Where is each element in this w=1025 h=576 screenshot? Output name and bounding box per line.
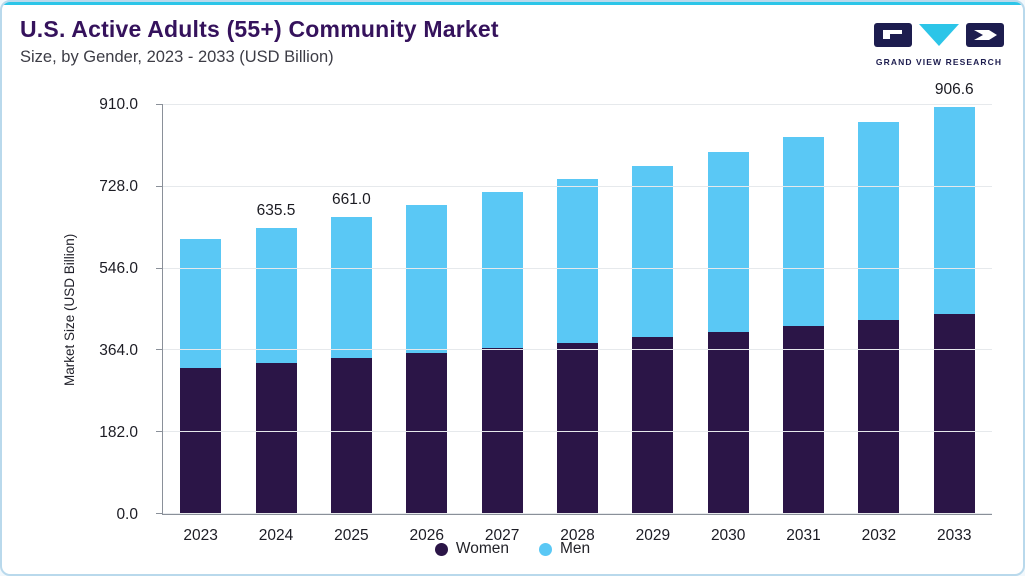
- bar-column-2025: 661.0 2025: [330, 105, 372, 544]
- men-bar-segment-2023: [180, 239, 222, 369]
- page-title: U.S. Active Adults (55+) Community Marke…: [20, 16, 499, 42]
- women-bar-segment-2029: [632, 337, 674, 514]
- gridline-0.0: [156, 513, 992, 514]
- women-legend-dot-icon: [434, 542, 448, 556]
- grand-view-research-logo: GRAND VIEW RESEARCH: [873, 22, 1005, 67]
- y-tick-label-0.0: 0.0: [116, 506, 138, 523]
- grand-view-research-logo-icon: [874, 23, 1004, 47]
- women-bar-segment-2031: [783, 325, 825, 514]
- plot-area: 2023 635.5 2024 661.0 2025 2026 2027 2028 2029 20…: [156, 81, 992, 544]
- legend-item-women: Women: [434, 540, 509, 558]
- bar-value-label-2025: 661.0: [331, 190, 371, 208]
- legend-label-women: Women: [455, 540, 509, 557]
- x-tick-label-2023: 2023: [183, 527, 218, 544]
- gridline-910.0: [156, 104, 992, 105]
- x-tick-label-2027: 2027: [484, 527, 520, 544]
- women-bar-segment-2027: [481, 347, 523, 514]
- women-bar-segment-2032: [858, 319, 900, 514]
- gridline-728.0: [156, 185, 992, 187]
- men-bar-segment-2031: [783, 137, 825, 326]
- women-bar-segment-2033: [933, 313, 975, 514]
- bar-column-2023: 2023: [180, 105, 222, 544]
- men-bar-segment-2027: [481, 192, 523, 348]
- legend-label-men: Men: [559, 540, 591, 557]
- bar-column-2030: 2030: [707, 105, 749, 544]
- y-axis-tick-labels: 0.0 182.0 364.0 546.0 728.0 910.0: [2, 96, 152, 523]
- y-tick-label-364.0: 364.0: [99, 342, 138, 359]
- x-tick-label-2030: 2030: [710, 527, 746, 544]
- bar-column-2031: 2031: [783, 105, 825, 544]
- bar-column-2026: 2026: [406, 105, 448, 544]
- women-bar-segment-2025: [330, 357, 372, 514]
- bar-column-2028: 2028: [556, 105, 598, 544]
- x-tick-label-2025: 2025: [334, 527, 369, 544]
- men-bar-segment-2032: [858, 122, 900, 320]
- x-tick-label-2031: 2031: [786, 527, 821, 544]
- grand-view-research-logo-text: GRAND VIEW RESEARCH: [875, 57, 1003, 67]
- x-tick-label-2032: 2032: [861, 527, 897, 544]
- men-bar-segment-2028: [556, 179, 598, 343]
- y-tick-label-182.0: 182.0: [99, 424, 138, 441]
- men-bar-segment-2024: [255, 228, 297, 363]
- bar-series: 2023 635.5 2024 661.0 2025 2026 2027 2028 2029 20…: [163, 81, 992, 544]
- bar-column-2033: 906.6 2033: [933, 81, 975, 544]
- bar-column-2024: 635.5 2024: [255, 105, 297, 544]
- men-bar-segment-2029: [632, 165, 674, 338]
- x-tick-label-2028: 2028: [560, 527, 595, 544]
- bar-value-label-2033: 906.6: [934, 80, 974, 98]
- bar-column-2029: 2029: [632, 105, 674, 544]
- men-bar-segment-2033: [933, 106, 975, 314]
- bar-column-2027: 2027: [481, 105, 523, 544]
- women-bar-segment-2024: [255, 363, 297, 514]
- men-bar-segment-2026: [406, 204, 448, 353]
- bar-value-label-2024: 635.5: [256, 202, 296, 220]
- gridline-182.0: [156, 431, 992, 433]
- chart-header: U.S. Active Adults (55+) Community Marke…: [20, 16, 1005, 67]
- y-tick-label-728.0: 728.0: [99, 178, 138, 195]
- men-bar-segment-2025: [330, 216, 372, 358]
- top-accent-line: [2, 2, 1023, 5]
- bar-column-2032: 2032: [858, 105, 900, 544]
- page-subtitle: Size, by Gender, 2023 - 2033 (USD Billio…: [20, 48, 334, 66]
- x-tick-label-2029: 2029: [635, 527, 671, 544]
- legend-item-men: Men: [538, 540, 591, 558]
- x-tick-label-2026: 2026: [409, 527, 444, 544]
- y-tick-label-546.0: 546.0: [99, 260, 138, 277]
- men-bar-segment-2030: [707, 151, 749, 332]
- women-bar-segment-2023: [180, 368, 222, 514]
- gridline-364.0: [156, 349, 992, 351]
- women-bar-segment-2028: [556, 342, 598, 514]
- women-bar-segment-2030: [707, 331, 749, 514]
- x-tick-label-2024: 2024: [258, 527, 294, 544]
- women-bar-segment-2026: [406, 352, 448, 514]
- y-tick-label-910.0: 910.0: [99, 96, 138, 113]
- gridline-546.0: [156, 267, 992, 269]
- title-block: U.S. Active Adults (55+) Community Marke…: [20, 16, 499, 67]
- men-legend-dot-icon: [538, 542, 552, 556]
- chart-legend: Women Men: [2, 540, 1023, 558]
- x-tick-label-2033: 2033: [937, 527, 972, 544]
